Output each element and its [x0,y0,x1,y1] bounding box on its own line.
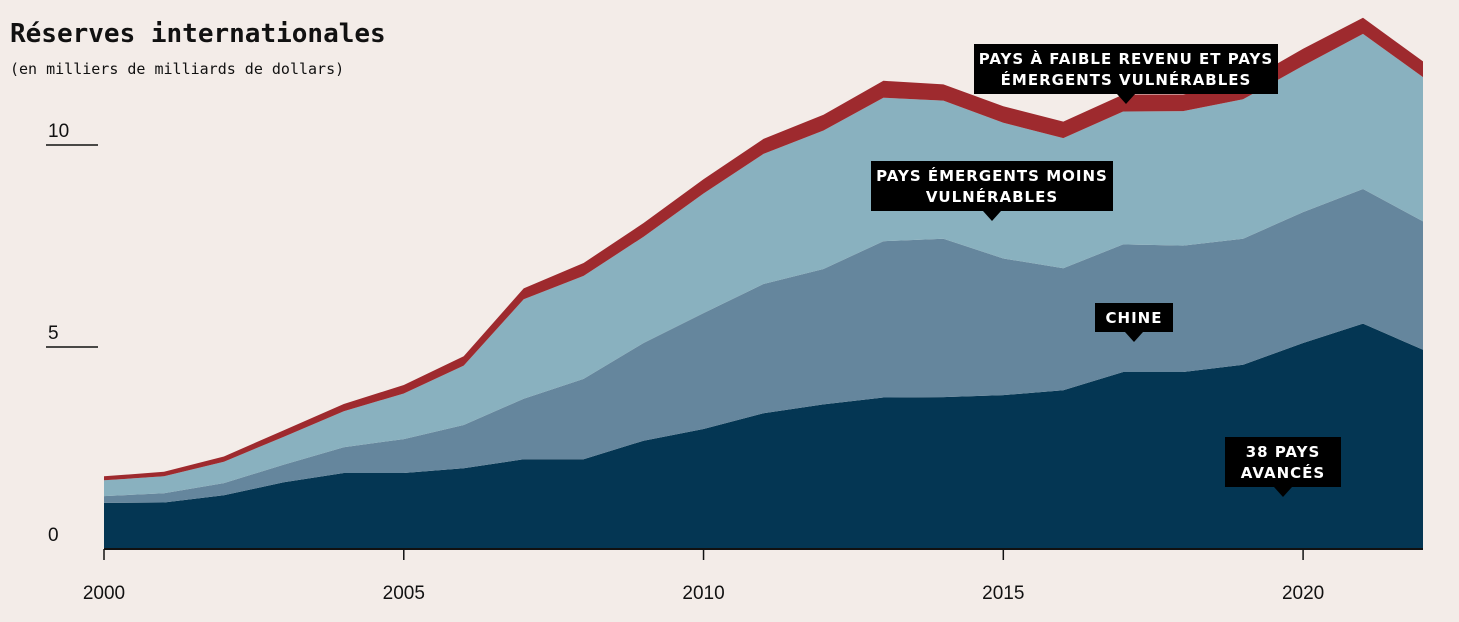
x-tick-label: 2010 [682,583,724,604]
annotation-pointer [1274,487,1292,497]
area-layers [104,17,1423,549]
area-series-0 [104,323,1423,549]
annotation-text: 38 PAYS [1246,443,1321,461]
annotation-box [871,161,1113,211]
annotation-text: PAYS À FAIBLE REVENU ET PAYS [979,49,1273,68]
axes: 0 5 10 2000 2005 2010 2015 2020 [46,121,1423,604]
annotation-box [1095,303,1173,332]
area-series-2 [104,33,1423,497]
annotation-pointer [983,211,1001,221]
annotation-label-3: 38 PAYS AVANCÉS [1225,437,1341,497]
x-tick-label: 2000 [83,583,125,604]
y-tick-label: 10 [48,121,69,142]
chart-title: Réserves internationales [10,19,386,49]
annotation-text: PAYS ÉMERGENTS MOINS [876,166,1108,185]
area-series-3 [104,17,1423,481]
y-tick-label: 5 [48,323,59,344]
annotation-box [1225,437,1341,487]
y-tick-label: 0 [48,525,59,546]
x-tick-label: 2020 [1282,583,1324,604]
annotation-label-0: PAYS À FAIBLE REVENU ET PAYS ÉMERGENTS VU… [974,44,1278,104]
x-tick-label: 2015 [982,583,1024,604]
annotation-text: AVANCÉS [1241,463,1325,482]
annotation-text: CHINE [1106,309,1163,327]
annotation-label-2: CHINE [1095,303,1173,342]
chart-subtitle: (en milliers de milliards de dollars) [10,60,344,78]
annotations: PAYS À FAIBLE REVENU ET PAYS ÉMERGENTS VU… [871,44,1341,497]
annotation-label-1: PAYS ÉMERGENTS MOINS VULNÉRABLES [871,161,1113,221]
area-series-1 [104,189,1423,503]
x-tick-label: 2005 [383,583,425,604]
annotation-pointer [1117,94,1135,104]
annotation-text: VULNÉRABLES [926,187,1058,206]
annotation-text: ÉMERGENTS VULNÉRABLES [1001,70,1252,89]
annotation-box [974,44,1278,94]
annotation-pointer [1125,332,1143,342]
